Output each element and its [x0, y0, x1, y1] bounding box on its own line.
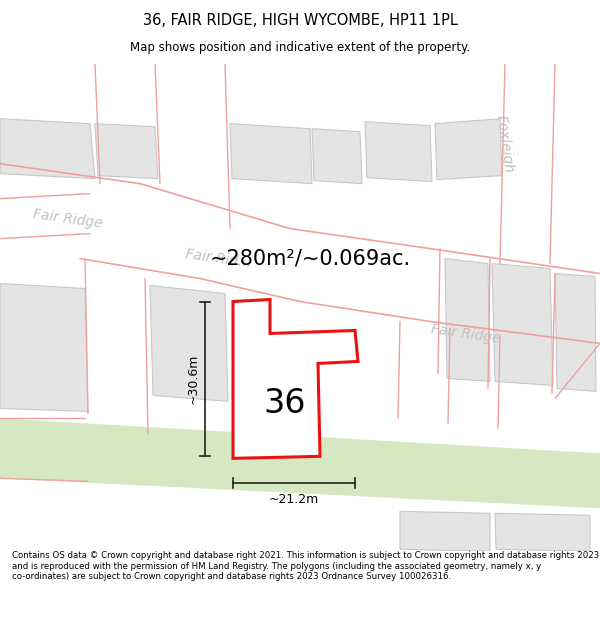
Text: Fair Rid…: Fair Rid… [185, 247, 253, 270]
Polygon shape [233, 299, 358, 458]
Polygon shape [365, 122, 432, 182]
Polygon shape [495, 513, 590, 551]
Text: ~21.2m: ~21.2m [269, 492, 319, 506]
Polygon shape [0, 418, 600, 508]
Text: ~280m²/~0.069ac.: ~280m²/~0.069ac. [209, 249, 410, 269]
Polygon shape [230, 124, 312, 184]
Text: Fair Ridge: Fair Ridge [32, 207, 103, 231]
Text: 36: 36 [264, 387, 306, 420]
Polygon shape [492, 264, 553, 386]
Text: 36, FAIR RIDGE, HIGH WYCOMBE, HP11 1PL: 36, FAIR RIDGE, HIGH WYCOMBE, HP11 1PL [143, 12, 457, 28]
Polygon shape [0, 284, 88, 411]
Text: ~30.6m: ~30.6m [187, 354, 199, 404]
Polygon shape [435, 119, 502, 179]
Text: Foxleigh: Foxleigh [494, 114, 516, 174]
Text: Fair Ridge: Fair Ridge [430, 322, 501, 345]
Polygon shape [0, 119, 95, 179]
Polygon shape [555, 274, 596, 391]
Text: Map shows position and indicative extent of the property.: Map shows position and indicative extent… [130, 41, 470, 54]
Text: Contains OS data © Crown copyright and database right 2021. This information is : Contains OS data © Crown copyright and d… [12, 551, 599, 581]
Polygon shape [150, 286, 228, 401]
Polygon shape [312, 129, 362, 184]
Polygon shape [95, 124, 158, 179]
Polygon shape [400, 511, 490, 551]
Polygon shape [445, 259, 490, 381]
